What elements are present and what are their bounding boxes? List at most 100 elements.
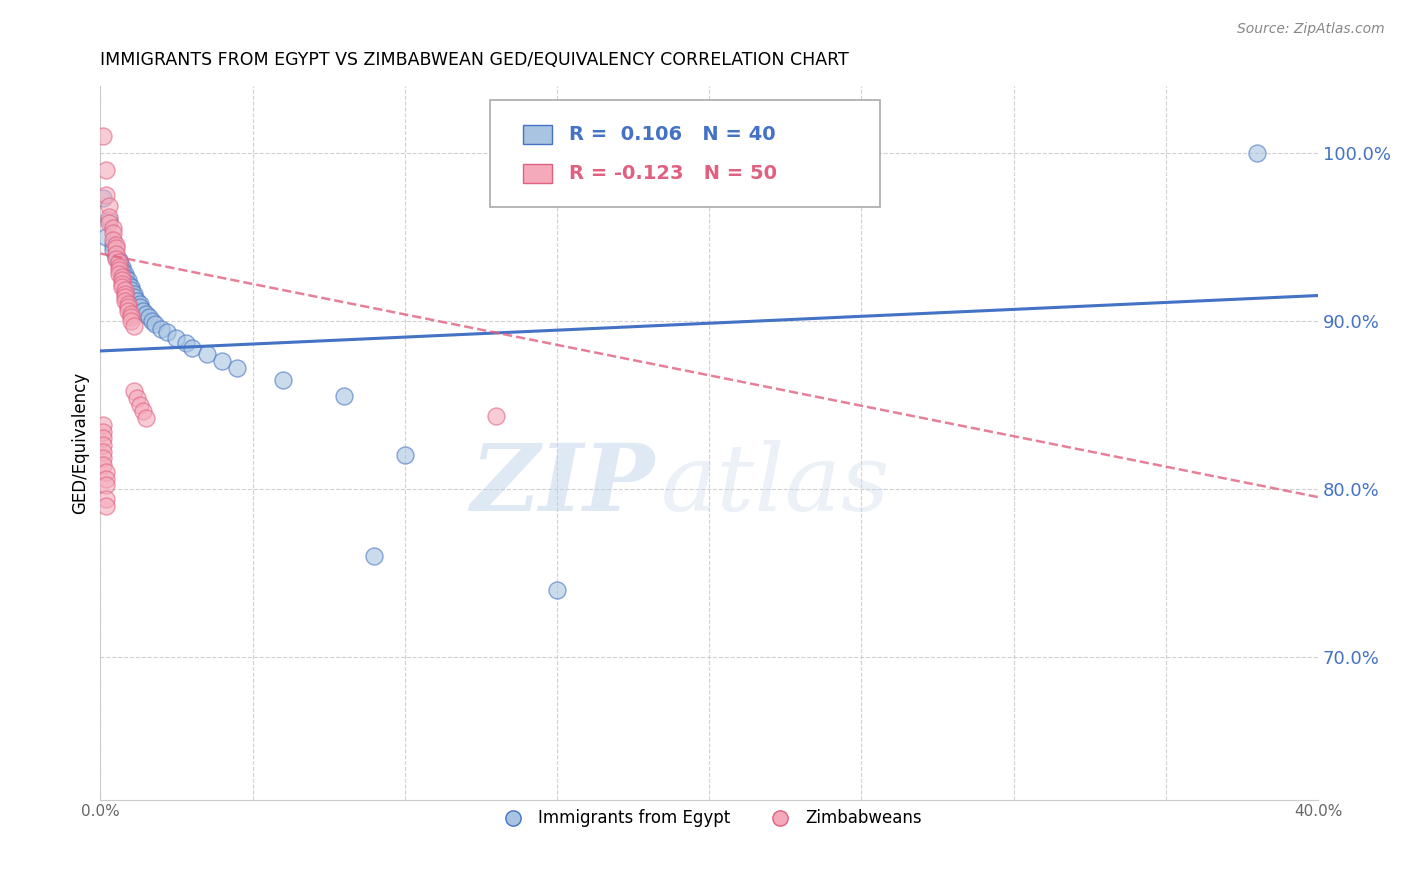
Point — [107, 253, 129, 268]
Point — [143, 317, 166, 331]
Point — [104, 242, 127, 256]
Point — [129, 300, 152, 314]
Point — [135, 307, 157, 321]
Point — [132, 404, 155, 418]
Point — [111, 277, 134, 291]
Point — [120, 280, 142, 294]
Point — [96, 465, 118, 479]
Point — [96, 472, 118, 486]
Point — [150, 322, 173, 336]
Point — [114, 284, 136, 298]
Point — [132, 303, 155, 318]
Point — [141, 314, 163, 328]
Point — [93, 128, 115, 143]
Point — [101, 221, 124, 235]
Point — [363, 549, 385, 563]
Text: ZIP: ZIP — [470, 441, 654, 531]
Point — [129, 398, 152, 412]
Point — [117, 303, 139, 318]
FancyBboxPatch shape — [523, 126, 553, 145]
Point — [114, 290, 136, 304]
Point — [195, 347, 218, 361]
Point — [125, 391, 148, 405]
Text: R =  0.106   N = 40: R = 0.106 N = 40 — [569, 125, 776, 145]
Point — [104, 246, 127, 260]
Point — [101, 238, 124, 252]
Point — [122, 384, 145, 399]
Point — [122, 286, 145, 301]
Point — [125, 293, 148, 308]
Point — [180, 341, 202, 355]
Point — [120, 314, 142, 328]
Point — [96, 478, 118, 492]
Point — [111, 270, 134, 285]
Point — [122, 318, 145, 333]
Point — [271, 372, 294, 386]
FancyBboxPatch shape — [491, 100, 880, 207]
Point — [93, 451, 115, 466]
Point — [104, 250, 127, 264]
Point — [117, 297, 139, 311]
Point — [93, 425, 115, 439]
Point — [96, 491, 118, 506]
Point — [111, 260, 134, 274]
Point — [111, 263, 134, 277]
Point — [485, 409, 508, 424]
Point — [174, 335, 197, 350]
Text: R = -0.123   N = 50: R = -0.123 N = 50 — [569, 164, 778, 183]
Point — [114, 286, 136, 301]
Text: atlas: atlas — [661, 441, 890, 531]
Point — [104, 238, 127, 252]
Point — [93, 458, 115, 473]
Point — [96, 162, 118, 177]
Point — [117, 273, 139, 287]
Point — [96, 229, 118, 244]
Point — [226, 360, 249, 375]
Point — [98, 210, 121, 224]
Point — [211, 354, 233, 368]
Point — [96, 499, 118, 513]
Point — [104, 252, 127, 266]
Point — [107, 255, 129, 269]
Point — [101, 243, 124, 257]
Point — [138, 310, 160, 325]
Point — [120, 307, 142, 321]
Point — [98, 199, 121, 213]
Point — [101, 233, 124, 247]
Point — [1246, 145, 1268, 160]
Point — [117, 300, 139, 314]
Point — [156, 326, 179, 340]
Text: IMMIGRANTS FROM EGYPT VS ZIMBABWEAN GED/EQUIVALENCY CORRELATION CHART: IMMIGRANTS FROM EGYPT VS ZIMBABWEAN GED/… — [100, 51, 849, 69]
Point — [98, 216, 121, 230]
Point — [120, 310, 142, 325]
Point — [93, 444, 115, 458]
Point — [135, 411, 157, 425]
Point — [93, 438, 115, 452]
Point — [93, 191, 115, 205]
FancyBboxPatch shape — [523, 164, 553, 183]
Point — [114, 267, 136, 281]
Point — [98, 213, 121, 227]
Point — [120, 284, 142, 298]
Point — [107, 260, 129, 274]
Point — [166, 330, 188, 344]
Y-axis label: GED/Equivalency: GED/Equivalency — [72, 371, 89, 514]
Point — [122, 290, 145, 304]
Point — [117, 277, 139, 291]
Point — [111, 273, 134, 287]
Point — [114, 293, 136, 308]
Point — [333, 389, 356, 403]
Point — [107, 255, 129, 269]
Point — [129, 297, 152, 311]
Point — [546, 582, 568, 597]
Point — [107, 263, 129, 277]
Text: Source: ZipAtlas.com: Source: ZipAtlas.com — [1237, 22, 1385, 37]
Point — [111, 280, 134, 294]
Point — [93, 417, 115, 432]
Point — [101, 227, 124, 241]
Point — [93, 431, 115, 445]
Point — [394, 448, 416, 462]
Point — [96, 187, 118, 202]
Legend: Immigrants from Egypt, Zimbabweans: Immigrants from Egypt, Zimbabweans — [489, 803, 929, 834]
Point — [107, 267, 129, 281]
